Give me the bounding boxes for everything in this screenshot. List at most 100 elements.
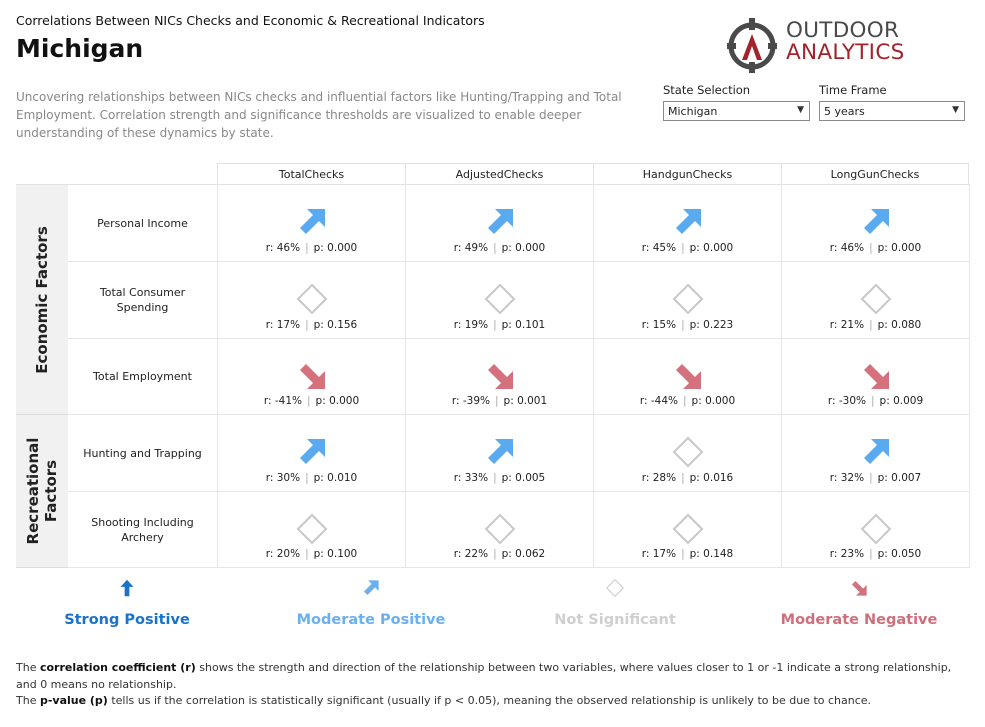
p-value: p: 0.100 (313, 548, 358, 560)
correlation-cell[interactable]: r: -30% | p: 0.009 (781, 339, 969, 415)
separator: | (305, 242, 309, 254)
diamond-icon (672, 436, 703, 468)
separator: | (493, 472, 497, 484)
diamond-icon (672, 283, 703, 315)
r-value: r: 19% (453, 319, 489, 331)
group-label: Economic Factors (33, 225, 51, 374)
cell-stats: r: -39% | p: 0.001 (406, 395, 593, 407)
arrow-down-right-icon (675, 364, 701, 389)
cell-stats: r: 28% | p: 0.016 (594, 472, 781, 484)
cell-stats: r: 21% | p: 0.080 (782, 319, 969, 331)
separator: | (306, 395, 311, 407)
diamond-icon (860, 513, 891, 545)
column-header: TotalChecks (217, 163, 405, 185)
p-value: p: 0.000 (313, 242, 358, 254)
row-label: Hunting and Trapping (68, 415, 217, 492)
group-cell: Recreational Factors (16, 415, 68, 568)
separator: | (494, 395, 499, 407)
correlation-cell[interactable]: r: 22% | p: 0.062 (405, 492, 593, 568)
correlation-cell[interactable]: r: 49% | p: 0.000 (405, 185, 593, 262)
correlation-cell[interactable]: r: 32% | p: 0.007 (781, 415, 969, 492)
r-value: r: 32% (829, 472, 865, 484)
column-header: AdjustedChecks (405, 163, 593, 185)
r-value: r: 28% (641, 472, 677, 484)
correlation-cell[interactable]: r: 46% | p: 0.000 (781, 185, 969, 262)
footnote-correlation: The correlation coefficient (r) shows th… (16, 661, 952, 691)
arrow-up-right-icon (487, 209, 513, 234)
state-selection-dropdown[interactable]: Michigan ▼ (663, 101, 810, 121)
correlation-cell[interactable]: r: 33% | p: 0.005 (405, 415, 593, 492)
separator: | (305, 548, 309, 560)
separator: | (681, 548, 685, 560)
diamond-icon (296, 513, 327, 545)
footnote-p-value: The p-value (p) tells us if the correlat… (16, 694, 872, 707)
p-value: p: 0.000 (689, 242, 734, 254)
p-value: p: 0.101 (501, 319, 546, 331)
r-value: r: -39% (451, 395, 490, 407)
separator: | (681, 242, 685, 254)
logo-text-analytics: ANALYTICS (786, 40, 905, 65)
cell-stats: r: 45% | p: 0.000 (594, 242, 781, 254)
diamond-icon (672, 513, 703, 545)
correlation-cell[interactable]: r: 17% | p: 0.156 (217, 262, 405, 339)
correlation-cell[interactable]: r: 28% | p: 0.016 (593, 415, 781, 492)
separator: | (493, 242, 497, 254)
time-frame-dropdown[interactable]: 5 years ▼ (819, 101, 965, 121)
separator: | (493, 319, 497, 331)
chevron-down-icon: ▼ (952, 105, 959, 115)
correlation-cell[interactable]: r: 46% | p: 0.000 (217, 185, 405, 262)
correlation-cell[interactable]: r: 19% | p: 0.101 (405, 262, 593, 339)
arrow-down-right-icon (299, 364, 325, 389)
p-value: p: 0.010 (313, 472, 358, 484)
legend-item-not-significant: Not Significant (525, 578, 705, 628)
diamond-icon (484, 283, 515, 315)
p-value: p: 0.009 (879, 395, 924, 407)
group-label: Recreational Factors (24, 437, 60, 545)
correlation-cell[interactable]: r: 30% | p: 0.010 (217, 415, 405, 492)
separator: | (869, 242, 873, 254)
grid-divider (969, 185, 970, 568)
correlation-cell[interactable]: r: -39% | p: 0.001 (405, 339, 593, 415)
chevron-down-icon: ▼ (797, 105, 804, 115)
correlation-cell[interactable]: r: -44% | p: 0.000 (593, 339, 781, 415)
cell-stats: r: -41% | p: 0.000 (218, 395, 405, 407)
r-value: r: 45% (641, 242, 677, 254)
separator: | (305, 319, 309, 331)
arrow-up-icon (120, 579, 134, 597)
diamond-icon (484, 513, 515, 545)
correlation-cell[interactable]: r: 15% | p: 0.223 (593, 262, 781, 339)
separator: | (681, 319, 685, 331)
diamond-icon (605, 578, 625, 598)
r-value: r: 30% (265, 472, 301, 484)
separator: | (869, 548, 873, 560)
p-value: p: 0.000 (315, 395, 360, 407)
r-value: r: -44% (639, 395, 678, 407)
cell-stats: r: 19% | p: 0.101 (406, 319, 593, 331)
row-label: Total Employment (68, 339, 217, 415)
arrow-down-right-icon (487, 364, 513, 389)
state-selection-value: Michigan (668, 105, 718, 118)
page-description: Uncovering relationships between NICs ch… (16, 90, 622, 140)
separator: | (681, 472, 685, 484)
grid-divider (16, 184, 970, 185)
legend-item-strong-positive: Strong Positive (37, 578, 217, 628)
correlation-cell[interactable]: r: 20% | p: 0.100 (217, 492, 405, 568)
r-value: r: 22% (453, 548, 489, 560)
p-value: p: 0.080 (877, 319, 922, 331)
p-value: p: 0.156 (313, 319, 358, 331)
diamond-icon (296, 283, 327, 315)
p-value: p: 0.016 (689, 472, 734, 484)
arrow-up-right-icon (863, 209, 889, 234)
cell-stats: r: 30% | p: 0.010 (218, 472, 405, 484)
correlation-cell[interactable]: r: 21% | p: 0.080 (781, 262, 969, 339)
correlation-cell[interactable]: r: 45% | p: 0.000 (593, 185, 781, 262)
p-value: p: 0.005 (501, 472, 546, 484)
r-value: r: 46% (829, 242, 865, 254)
cell-stats: r: 22% | p: 0.062 (406, 548, 593, 560)
r-value: r: 15% (641, 319, 677, 331)
correlation-cell[interactable]: r: 17% | p: 0.148 (593, 492, 781, 568)
p-value: p: 0.050 (877, 548, 922, 560)
correlation-cell[interactable]: r: -41% | p: 0.000 (217, 339, 405, 415)
logo-text-outdoor: OUTDOOR (786, 18, 900, 43)
correlation-cell[interactable]: r: 23% | p: 0.050 (781, 492, 969, 568)
